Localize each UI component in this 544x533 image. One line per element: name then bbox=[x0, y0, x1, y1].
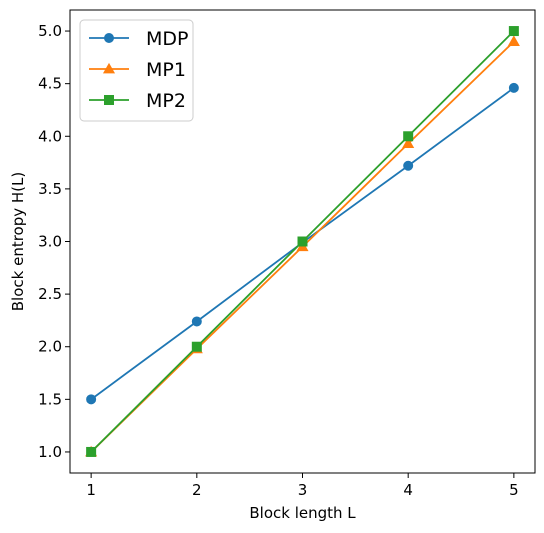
plot-area bbox=[85, 26, 520, 457]
y-axis-ticks: 1.0 1.5 2.0 2.5 3.0 3.5 4.0 4.5 5.0 bbox=[38, 22, 70, 461]
legend-label: MP1 bbox=[146, 59, 186, 81]
y-tick-label: 1.5 bbox=[38, 390, 62, 408]
legend-item: MDP bbox=[89, 28, 188, 50]
series-mp2 bbox=[86, 26, 519, 457]
y-tick-label: 5.0 bbox=[38, 22, 62, 40]
y-tick-label: 3.5 bbox=[38, 180, 62, 198]
legend-marker bbox=[104, 33, 114, 43]
y-tick-label: 4.5 bbox=[38, 75, 62, 93]
data-point bbox=[297, 236, 308, 247]
data-point bbox=[508, 82, 519, 93]
legend-item: MP2 bbox=[89, 90, 186, 112]
x-axis-label: Block length L bbox=[249, 504, 356, 522]
x-tick-label: 2 bbox=[192, 481, 202, 499]
data-point bbox=[403, 160, 414, 171]
data-point bbox=[191, 316, 202, 327]
x-tick-label: 5 bbox=[509, 481, 519, 499]
data-point bbox=[86, 394, 97, 405]
y-tick-label: 4.0 bbox=[38, 127, 62, 145]
y-axis-label: Block entropy H(L) bbox=[9, 172, 27, 311]
data-point bbox=[402, 137, 415, 149]
legend-marker bbox=[102, 62, 116, 74]
data-point bbox=[507, 35, 520, 46]
legend-label: MP2 bbox=[146, 90, 186, 112]
data-point bbox=[86, 446, 97, 457]
legend-label: MDP bbox=[146, 28, 188, 50]
y-tick-label: 1.0 bbox=[38, 443, 62, 461]
legend: MDP MP1 MP2 bbox=[79, 19, 194, 122]
data-point bbox=[403, 131, 414, 142]
legend-marker bbox=[104, 95, 114, 105]
y-tick-label: 2.0 bbox=[38, 338, 62, 356]
x-axis-ticks: 1 2 3 4 5 bbox=[86, 473, 519, 499]
data-point bbox=[508, 26, 519, 37]
y-tick-label: 2.5 bbox=[38, 285, 62, 303]
data-point bbox=[191, 341, 202, 352]
x-tick-label: 4 bbox=[403, 481, 413, 499]
x-tick-label: 1 bbox=[86, 481, 96, 499]
legend-item: MP1 bbox=[89, 59, 186, 81]
y-tick-label: 3.0 bbox=[38, 233, 62, 251]
x-tick-label: 3 bbox=[298, 481, 308, 499]
